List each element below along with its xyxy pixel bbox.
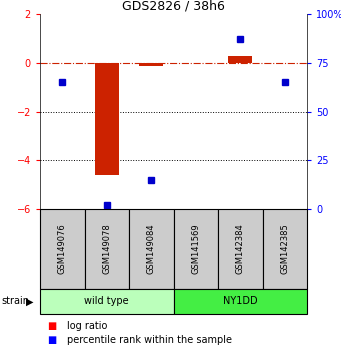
Title: GDS2826 / 38h6: GDS2826 / 38h6 [122,0,225,13]
Bar [94,63,119,175]
Text: strain: strain [2,297,30,307]
Text: GSM142385: GSM142385 [280,224,289,274]
Bar [40,209,85,289]
Text: GSM149078: GSM149078 [102,224,111,274]
Text: ▶: ▶ [26,297,33,307]
Text: ■: ■ [47,321,56,331]
Text: log ratio: log ratio [67,321,108,331]
Text: percentile rank within the sample: percentile rank within the sample [67,335,232,345]
Bar [218,209,263,289]
Text: GSM141569: GSM141569 [191,224,200,274]
Bar [263,209,307,289]
Bar [228,56,252,63]
Bar [85,209,129,289]
Bar [129,209,174,289]
Text: wild type: wild type [85,297,129,307]
Text: GSM149084: GSM149084 [147,224,156,274]
Text: NY1DD: NY1DD [223,297,257,307]
Text: GSM149076: GSM149076 [58,224,67,274]
Bar [40,289,174,314]
Bar [174,289,307,314]
Bar [139,63,163,66]
Bar [174,209,218,289]
Text: ■: ■ [47,335,56,345]
Text: GSM142384: GSM142384 [236,224,245,274]
